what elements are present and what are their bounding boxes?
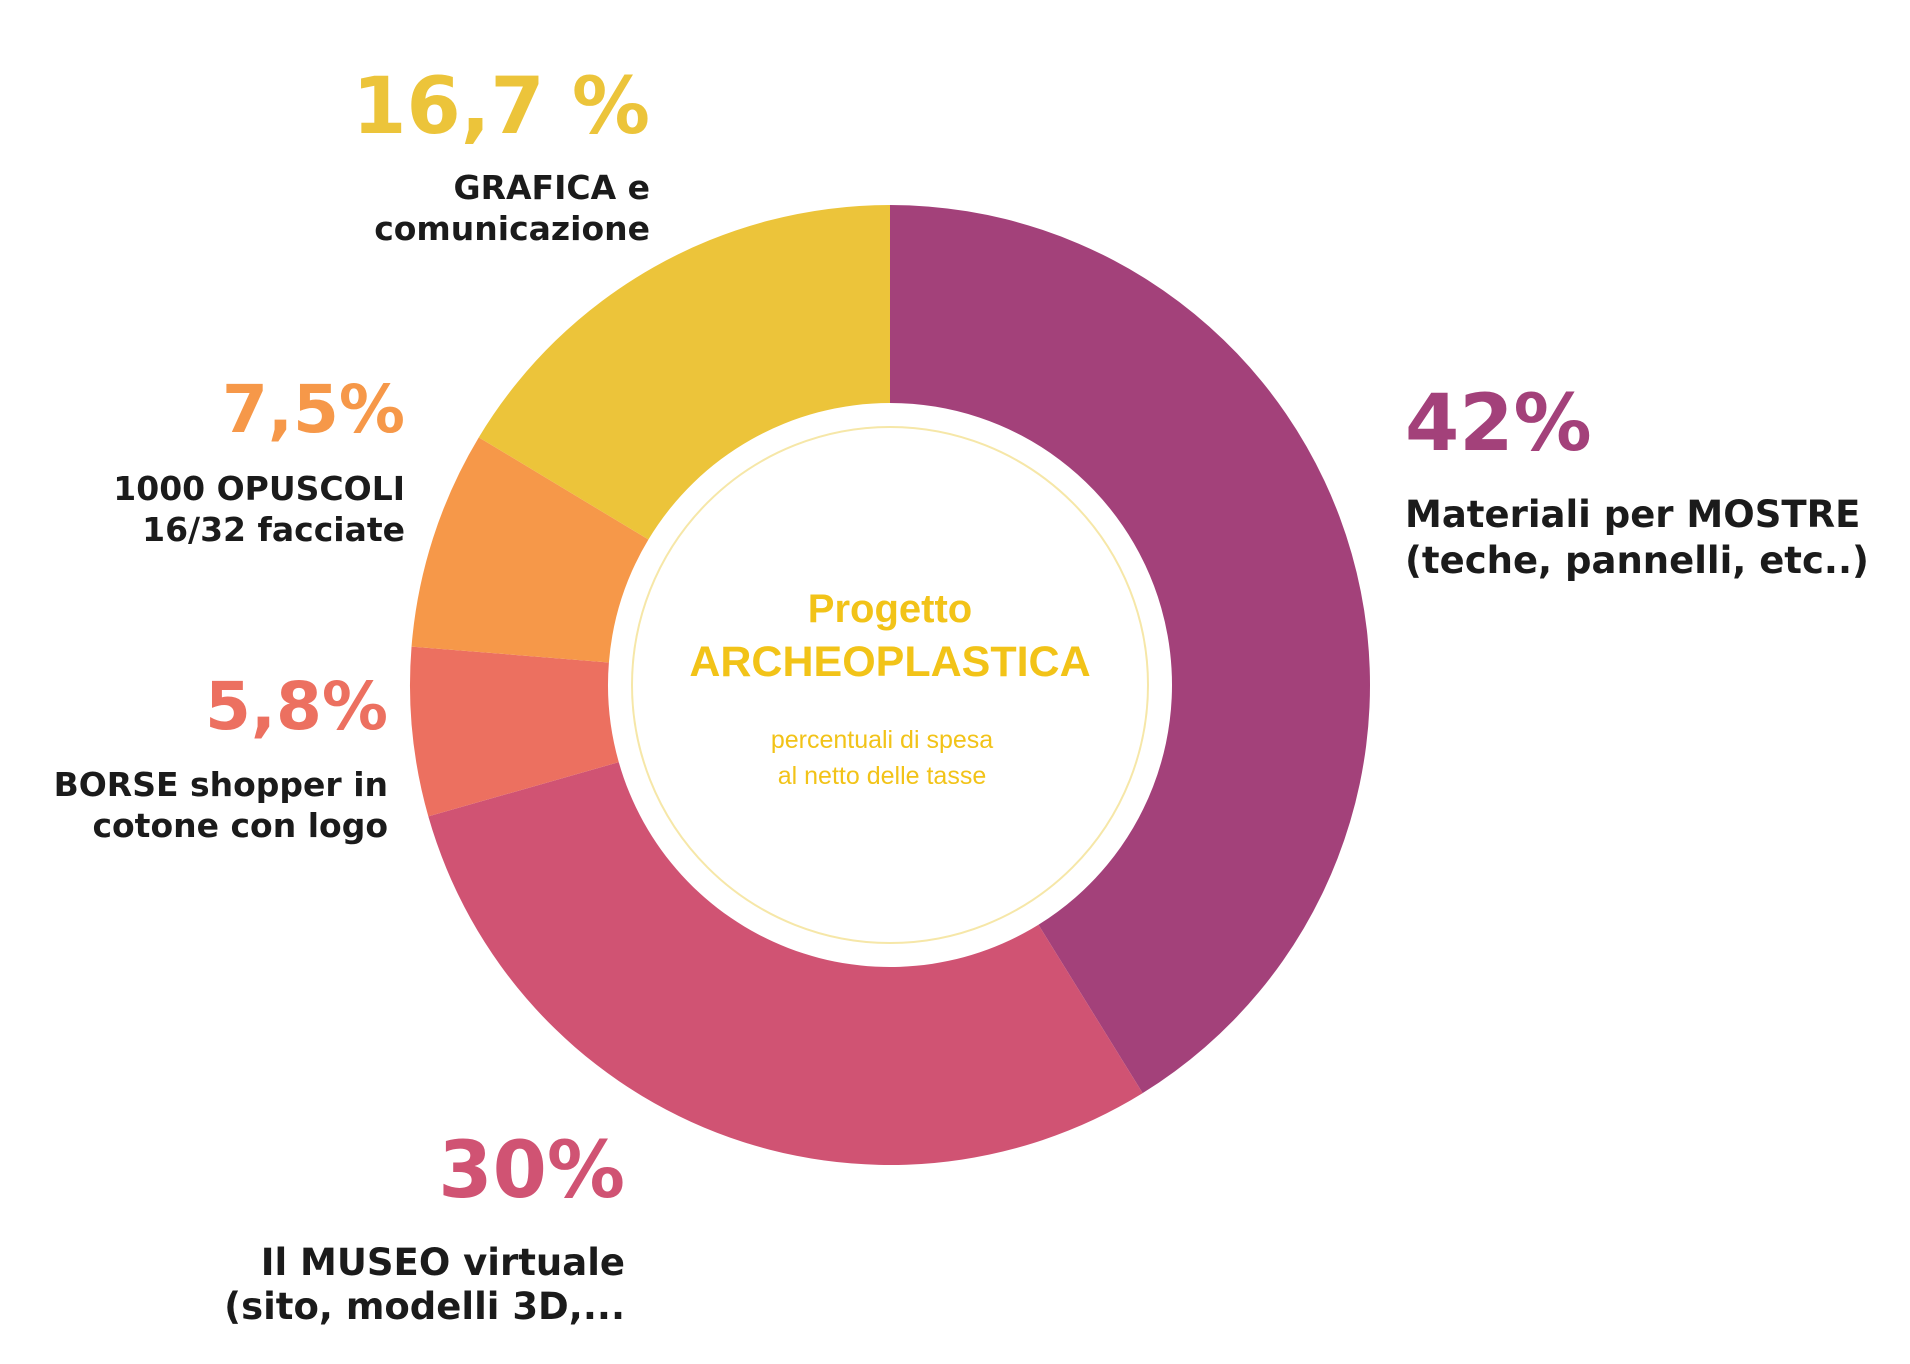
inner-ring-outline xyxy=(631,426,1149,944)
slice-grafica xyxy=(478,204,890,540)
slice-materiali xyxy=(890,205,1370,1094)
slice-borse-label-line-1: BORSE shopper in xyxy=(54,765,388,804)
slice-museo-label-line-2: (sito, modelli 3D,... xyxy=(224,1285,625,1328)
slice-borse xyxy=(410,646,619,817)
slice-materiali-percent: 42% xyxy=(1405,379,1592,469)
slice-opuscoli-label-line-1: 1000 OPUSCOLI xyxy=(113,469,405,508)
slice-grafica-percent: 16,7 % xyxy=(352,62,650,152)
slice-opuscoli-percent: 7,5% xyxy=(222,371,405,448)
slice-opuscoli xyxy=(411,437,649,663)
center-title-line-1: Progetto xyxy=(808,587,972,631)
slice-opuscoli-label-line-2: 16/32 facciate xyxy=(142,510,405,549)
slice-materiali-label-line-2: (teche, pannelli, etc..) xyxy=(1405,539,1869,582)
center-title-line-2: ARCHEOPLASTICA xyxy=(689,638,1090,686)
center-subtitle-line-2: al netto delle tasse xyxy=(778,762,986,790)
center-subtitle-line-1: percentuali di spesa xyxy=(771,726,993,754)
slice-borse-label-line-2: cotone con logo xyxy=(92,806,388,845)
slice-grafica-label-line-1: GRAFICA e xyxy=(454,168,651,207)
slice-materiali-label-line-1: Materiali per MOSTRE xyxy=(1405,493,1860,536)
slice-borse-percent: 5,8% xyxy=(205,668,388,745)
donut-slices xyxy=(410,204,1370,1165)
slice-museo xyxy=(428,762,1143,1165)
slice-grafica-label-line-2: comunicazione xyxy=(374,209,650,248)
slice-museo-percent: 30% xyxy=(438,1126,625,1216)
slice-museo-label-line-1: Il MUSEO virtuale xyxy=(261,1241,625,1284)
